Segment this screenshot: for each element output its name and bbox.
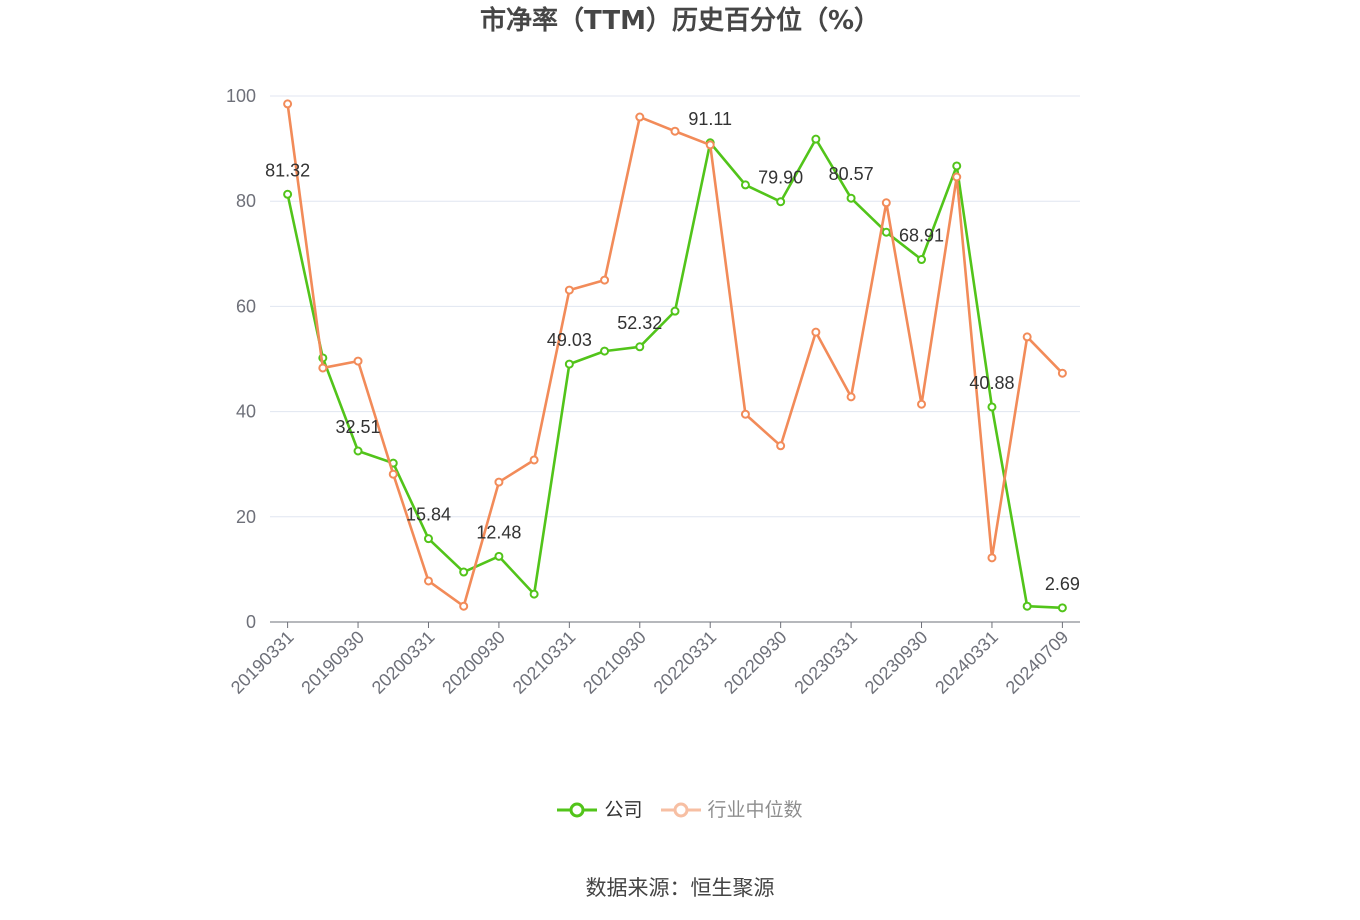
legend-marker-icon [557,802,598,818]
data-point [740,409,750,419]
data-label: 52.32 [617,313,662,333]
x-tick-label: 20230930 [861,627,932,698]
data-point [811,134,821,144]
data-point [1057,603,1067,613]
data-label: 80.57 [829,164,874,184]
data-point [740,180,750,190]
data-point [670,306,680,316]
data-label: 32.51 [336,417,381,437]
data-point [459,567,469,577]
legend-item-company[interactable]: 公司 [557,796,643,824]
data-labels: 81.32 32.51 15.84 12.48 49.03 52.32 91.11 79.90… [265,109,1080,594]
data-label: 68.91 [899,226,944,246]
x-tick-label: 20190331 [227,627,298,698]
data-point [635,342,645,352]
y-tick-label: 80 [236,191,256,211]
data-point [423,576,433,586]
data-label: 81.32 [265,160,310,180]
data-point [987,553,997,563]
y-tick-label: 20 [236,507,256,527]
x-tick-label: 20200331 [368,627,439,698]
y-tick-label: 60 [236,296,256,316]
data-point [952,172,962,182]
series [283,99,1067,611]
data-point [1057,368,1067,378]
data-point [881,227,891,237]
data-point [776,197,786,207]
series [283,134,1067,613]
data-point [1022,601,1032,611]
data-point [600,346,610,356]
x-tick-label: 20210930 [579,627,650,698]
series-line [286,102,1064,608]
data-point [353,356,363,366]
data-point [670,126,680,136]
data-point [776,441,786,451]
y-tick-label: 0 [246,612,256,632]
data-point [564,359,574,369]
x-tick-label: 20230331 [790,627,861,698]
x-tick-label: 20190930 [297,627,368,698]
data-label: 91.11 [688,109,732,129]
x-tick-label: 20220331 [650,627,721,698]
x-tick-label: 20240331 [931,627,1002,698]
data-point [987,402,997,412]
series-line [286,137,1064,610]
data-point [1022,332,1032,342]
data-point [529,455,539,465]
data-point [318,363,328,373]
data-point [353,446,363,456]
legend-item-industry-median[interactable]: 行业中位数 [660,796,803,824]
data-point [423,534,433,544]
data-label: 2.69 [1045,574,1080,594]
data-label: 49.03 [547,330,592,350]
data-point [705,140,715,150]
x-tick-label: 20200930 [438,627,509,698]
data-point [600,275,610,285]
legend-label: 公司 [604,799,643,821]
x-tick-label: 20220930 [720,627,791,698]
data-point [917,255,927,265]
y-tick-label: 100 [226,86,256,106]
data-point [388,469,398,479]
chart-title: 市净率（TTM）历史百分位（%） [480,6,880,36]
data-point [881,198,891,208]
data-point [846,392,856,402]
y-tick-label: 40 [236,402,256,422]
data-label: 15.84 [406,505,451,525]
legend-marker-icon [660,802,701,818]
source-note: 数据来源：恒生聚源 [585,876,775,900]
data-point [283,99,293,109]
data-point [459,601,469,611]
data-point [811,327,821,337]
x-tick-label: 20240709 [1002,627,1073,698]
y-axis: 0 20 40 60 80 100 [226,86,1080,632]
x-tick-label: 20210331 [509,627,580,698]
data-label: 40.88 [969,373,1014,393]
data-point [494,551,504,561]
legend-label: 行业中位数 [707,799,803,821]
data-label: 79.90 [758,168,803,188]
data-point [917,399,927,409]
data-label: 12.48 [476,522,521,542]
legend-circle-icon [569,802,585,818]
line-chart: 0 20 40 60 80 100 20190331 20190930 20200331 2020… [226,86,1080,698]
data-point [564,285,574,295]
x-axis: 20190331 20190930 20200331 20200930 20210331… [227,621,1080,698]
legend: 公司 行业中位数 [0,796,1360,824]
data-point [952,161,962,171]
data-point [846,193,856,203]
data-point [283,189,293,199]
legend-circle-icon [673,802,688,818]
data-point [635,112,645,122]
data-point [529,589,539,599]
data-point [494,477,504,487]
